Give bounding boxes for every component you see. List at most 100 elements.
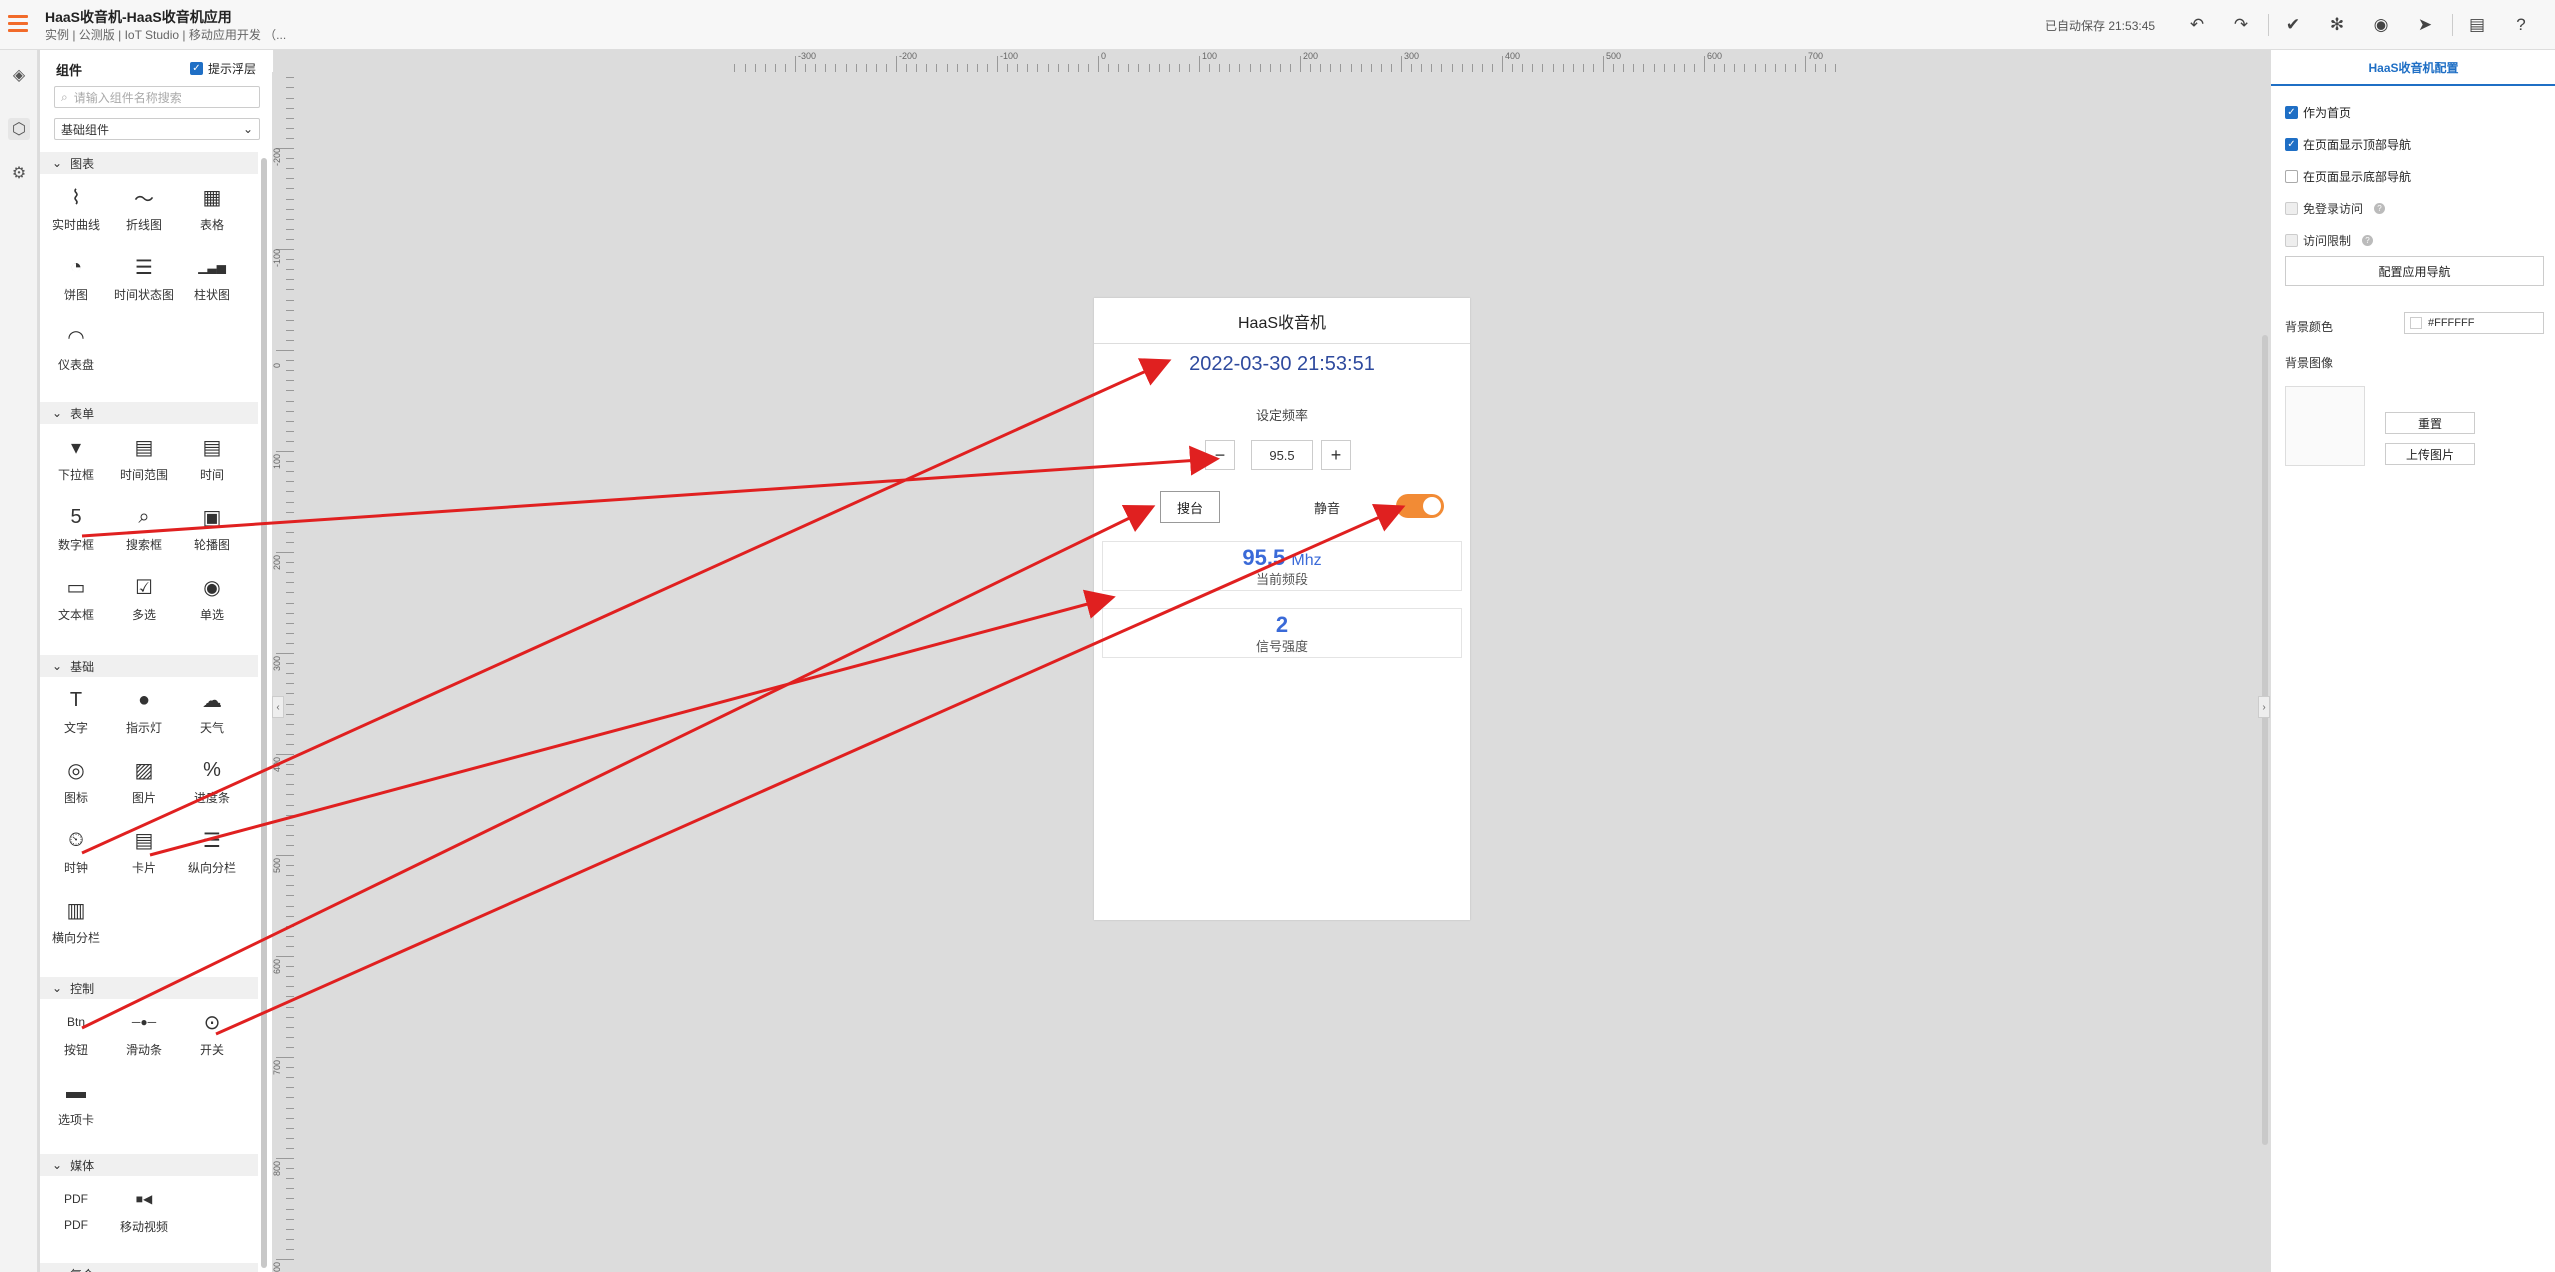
component-item[interactable]: ─●─ 滑动条 — [110, 1003, 178, 1065]
tab-page-config[interactable]: HaaS收音机配置 — [2271, 50, 2555, 86]
component-item[interactable]: ▾ 下拉框 — [42, 428, 110, 490]
tune-search-button[interactable]: 搜台 — [1160, 491, 1220, 523]
ruler-tick — [286, 844, 294, 846]
page-option[interactable]: ✓ 在页面显示顶部导航 — [2285, 136, 2411, 153]
collapse-left-icon[interactable]: ‹ — [272, 696, 284, 718]
component-panel-scrollbar[interactable] — [261, 158, 267, 1268]
layers-icon[interactable]: ◈ — [12, 67, 26, 84]
ruler-tick — [276, 451, 294, 452]
ruler-label: 300 — [1404, 51, 1420, 61]
ruler-tick — [1522, 64, 1524, 72]
settings-gear-icon[interactable]: ⚙ — [11, 165, 27, 182]
section-header[interactable]: ⌄ 媒体 — [40, 1154, 258, 1176]
document-icon[interactable]: ▤ — [2468, 15, 2486, 34]
component-item[interactable]: ◎ 图标 — [42, 751, 110, 813]
components-cube-icon[interactable]: ⬡ — [8, 118, 30, 140]
component-category-select[interactable]: 基础组件 ⌄ — [54, 118, 260, 140]
collapse-right-icon[interactable]: › — [2258, 696, 2270, 718]
ruler-tick — [286, 521, 294, 523]
component-item[interactable]: ▤ 时间 — [178, 428, 246, 490]
component-item[interactable]: ☑ 多选 — [110, 568, 178, 630]
section-header[interactable]: ⌄ 控制 — [40, 977, 258, 999]
component-item[interactable]: ⌇ 实时曲线 — [42, 178, 110, 240]
mute-switch[interactable] — [1396, 494, 1444, 518]
frequency-increment-button[interactable]: + — [1321, 440, 1351, 470]
component-item[interactable]: PDF PDF — [42, 1180, 110, 1242]
ruler-tick — [286, 1198, 294, 1200]
ruler-tick — [1067, 64, 1069, 72]
component-item[interactable]: ▤ 时间范围 — [110, 428, 178, 490]
ruler-tick — [1461, 64, 1463, 72]
top-toolbar: HaaS收音机-HaaS收音机应用 实例 | 公测版 | IoT Studio … — [0, 0, 2555, 50]
component-item[interactable]: ▤ 卡片 — [110, 821, 178, 883]
clock-icon: ⏲ — [68, 828, 84, 851]
hamburger-menu-icon[interactable] — [8, 15, 28, 33]
component-item[interactable]: ◉ 单选 — [178, 568, 246, 630]
publish-icon[interactable]: ➤ — [2417, 15, 2433, 34]
ruler-tick — [1431, 64, 1433, 72]
frequency-decrement-button[interactable]: − — [1205, 440, 1235, 470]
component-item[interactable]: ☁ 天气 — [178, 681, 246, 743]
component-item[interactable]: ▨ 图片 — [110, 751, 178, 813]
mobile-page-canvas[interactable]: HaaS收音机 2022-03-30 21:53:51 设定频率 − 95.5 … — [1094, 298, 1470, 920]
checkbox-checked-icon[interactable]: ✓ — [2285, 138, 2298, 151]
component-item[interactable]: ☰ 纵向分栏 — [178, 821, 246, 883]
undo-icon[interactable]: ↶ — [2189, 15, 2205, 34]
horizontal-columns-icon: ▥ — [66, 899, 86, 922]
component-label: 开关 — [199, 1043, 224, 1057]
component-item[interactable]: ▦ 表格 — [178, 178, 246, 240]
component-item[interactable]: ⊙ 开关 — [178, 1003, 246, 1065]
component-item[interactable]: T 文字 — [42, 681, 110, 743]
page-option[interactable]: ✓ 作为首页 — [2285, 104, 2351, 121]
bg-color-input[interactable]: #FFFFFF — [2404, 312, 2544, 334]
help-circle-icon[interactable]: ? — [2374, 203, 2386, 214]
component-item[interactable]: 〜折线图 — [110, 178, 178, 240]
upload-image-button[interactable]: 上传图片 — [2385, 443, 2475, 465]
checkbox-checked-icon[interactable]: ✓ — [2285, 106, 2298, 119]
configure-app-nav-button[interactable]: 配置应用导航 — [2285, 256, 2544, 286]
check-icon[interactable]: ✔ — [2285, 15, 2301, 34]
section-header[interactable]: ⌄ 复合 — [40, 1263, 258, 1272]
ruler-tick — [286, 279, 294, 281]
component-item[interactable]: ▬ 选项卡 — [42, 1073, 110, 1135]
component-item[interactable]: ● 指示灯 — [110, 681, 178, 743]
component-item[interactable]: ■◀ 移动视频 — [110, 1180, 178, 1242]
component-item[interactable]: ▥ 横向分栏 — [42, 891, 110, 953]
component-search-input[interactable]: ⌕ 请输入组件名称搜索 — [54, 86, 260, 108]
component-item[interactable]: Btn 按钮 — [42, 1003, 110, 1065]
help-circle-icon[interactable]: ? — [2362, 235, 2374, 246]
component-item[interactable]: % 进度条 — [178, 751, 246, 813]
clock-widget[interactable]: 2022-03-30 21:53:51 — [1189, 353, 1375, 375]
float-tip-toggle[interactable]: ✓ 提示浮层 — [190, 60, 256, 77]
component-item[interactable]: ⌕ 搜索框 — [110, 498, 178, 560]
side-icon-strip: ◈ ⬡ ⚙ — [0, 50, 38, 1272]
redo-icon[interactable]: ↷ — [2233, 15, 2249, 34]
debug-icon[interactable]: ✻ — [2329, 15, 2345, 34]
checkbox-unchecked-icon[interactable] — [2285, 170, 2298, 183]
page-option[interactable]: 在页面显示底部导航 — [2285, 168, 2411, 185]
section-header[interactable]: ⌄ 表单 — [40, 402, 258, 424]
component-item[interactable]: 5 数字框 — [42, 498, 110, 560]
component-item[interactable]: ⏲ 时钟 — [42, 821, 110, 883]
component-item[interactable]: ☰ 时间状态图 — [110, 248, 178, 310]
frequency-card[interactable]: 95.5 Mhz 当前频段 — [1102, 541, 1462, 591]
component-item[interactable]: ▁▃▅ 柱状图 — [178, 248, 246, 310]
checkbox-checked-icon[interactable]: ✓ — [190, 62, 203, 75]
color-swatch[interactable] — [2410, 317, 2422, 329]
preview-eye-icon[interactable]: ◉ — [2373, 15, 2389, 34]
component-item[interactable]: ▣ 轮播图 — [178, 498, 246, 560]
help-icon[interactable]: ? — [2516, 15, 2526, 34]
component-item[interactable]: ◠ 仪表盘 — [42, 318, 110, 380]
canvas-scrollbar[interactable] — [2262, 335, 2268, 1145]
reset-button[interactable]: 重置 — [2385, 412, 2475, 434]
ruler-tick — [286, 1016, 294, 1018]
ruler-label: 0 — [272, 362, 282, 368]
signal-card[interactable]: 2 信号强度 — [1102, 608, 1462, 658]
section-header[interactable]: ⌄ 基础 — [40, 655, 258, 677]
ruler-label: -200 — [272, 147, 282, 166]
section-header[interactable]: ⌄ 图表 — [40, 152, 258, 174]
component-label: 多选 — [131, 608, 156, 622]
component-item[interactable]: ▭ 文本框 — [42, 568, 110, 630]
frequency-number-input[interactable]: 95.5 — [1251, 440, 1313, 470]
component-item[interactable]: ◔ 饼图 — [42, 248, 110, 310]
